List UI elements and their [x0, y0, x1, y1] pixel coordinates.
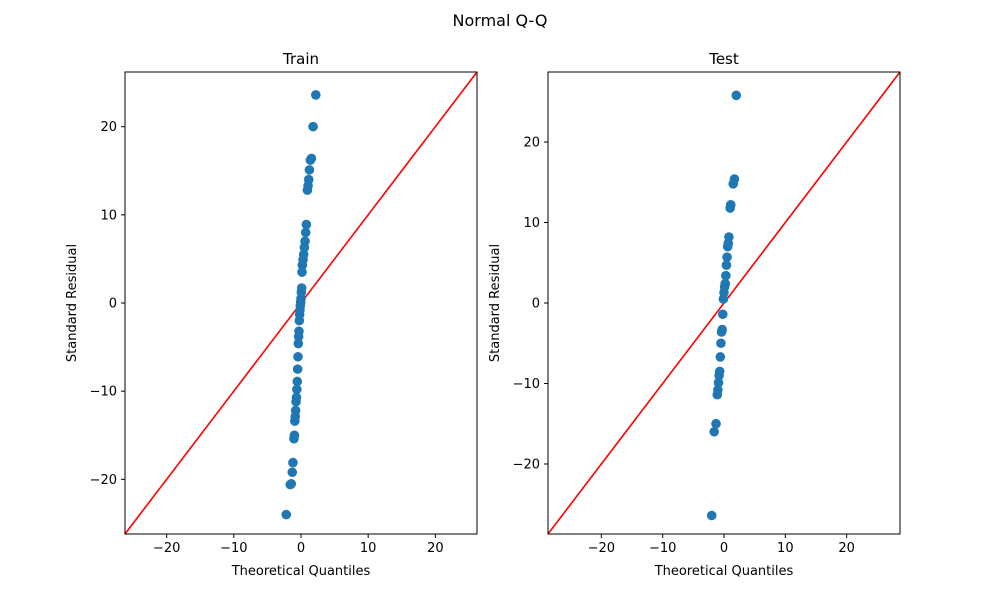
- train-x-tick-label: −20: [153, 541, 180, 556]
- test-point: [720, 278, 731, 289]
- test-x-tick-label: 20: [838, 541, 855, 556]
- train-x-tick-label: −10: [220, 541, 247, 556]
- test-point: [713, 385, 723, 395]
- test-point: [724, 232, 734, 242]
- train-point: [298, 249, 309, 260]
- train-point: [297, 267, 307, 277]
- train-point: [303, 174, 314, 185]
- test-y-tick-label: 0: [532, 297, 540, 312]
- test-point: [731, 90, 742, 101]
- train-point: [306, 153, 317, 164]
- test-point: [721, 260, 732, 270]
- train-point: [287, 467, 298, 478]
- test-point: [709, 426, 719, 437]
- train-x-tick-label: 10: [360, 541, 377, 556]
- test-point: [715, 352, 726, 362]
- train-x-tick-label: 0: [297, 541, 305, 556]
- train-point: [293, 338, 304, 349]
- train-y-tick-label: −20: [90, 473, 117, 488]
- train-point: [296, 283, 307, 293]
- test-x-tick-label: −10: [649, 541, 676, 556]
- test-x-tick-label: −20: [588, 541, 615, 556]
- train-y-tick-label: 20: [100, 120, 117, 135]
- train-point: [288, 457, 298, 468]
- test-y-tick-label: 20: [523, 136, 540, 151]
- test-point: [725, 200, 736, 210]
- train-point: [300, 227, 311, 238]
- train-y-tick-label: 10: [100, 208, 117, 223]
- train-point: [292, 364, 303, 374]
- test-qq-plot: −20 −10 0 10 20 −20 −10 0 10 20 Test Theoretical Qu…: [488, 50, 901, 579]
- test-point: [729, 174, 740, 184]
- train-point: [294, 326, 304, 337]
- train-point: [301, 219, 312, 230]
- train-y-axis-label: Standard Residual: [65, 244, 80, 362]
- test-point: [717, 324, 727, 335]
- test-x-tick-label: 10: [777, 541, 794, 556]
- train-qq-plot: −20 −10 0 10 20 −20 −10 0 10 20 Train Theoretical Q…: [65, 50, 478, 579]
- test-points: [706, 90, 742, 521]
- train-y-tick-label: −10: [90, 385, 117, 400]
- train-point: [291, 392, 302, 403]
- test-point: [706, 510, 717, 521]
- test-point: [713, 377, 724, 388]
- test-point: [721, 270, 731, 281]
- train-point: [308, 121, 318, 132]
- test-y-tick-label: −10: [513, 377, 540, 392]
- train-point: [290, 405, 301, 416]
- test-point: [711, 418, 721, 429]
- train-point: [286, 478, 297, 489]
- test-y-axis-label: Standard Residual: [488, 244, 503, 362]
- train-point: [292, 376, 303, 387]
- test-x-axis-label: Theoretical Quantiles: [654, 564, 794, 579]
- train-point: [281, 509, 292, 520]
- train-point: [289, 430, 300, 441]
- train-title: Train: [282, 50, 319, 68]
- train-point: [310, 90, 321, 100]
- train-point: [293, 351, 303, 362]
- test-point: [714, 366, 725, 377]
- test-x-tick-label: 0: [720, 541, 728, 556]
- test-point: [717, 309, 728, 320]
- test-y-tick-label: 10: [523, 216, 540, 231]
- figure-suptitle: Normal Q-Q: [453, 11, 548, 30]
- train-y-tick-label: 0: [109, 297, 117, 312]
- train-point: [300, 236, 310, 247]
- train-x-tick-label: 20: [427, 541, 444, 556]
- test-point: [716, 338, 726, 349]
- train-point: [304, 165, 315, 175]
- test-y-tick-label: −20: [513, 457, 540, 472]
- test-title: Test: [708, 50, 739, 68]
- train-point: [292, 384, 302, 395]
- test-point: [722, 252, 732, 262]
- train-points: [281, 90, 321, 520]
- train-x-axis-label: Theoretical Quantiles: [231, 564, 371, 579]
